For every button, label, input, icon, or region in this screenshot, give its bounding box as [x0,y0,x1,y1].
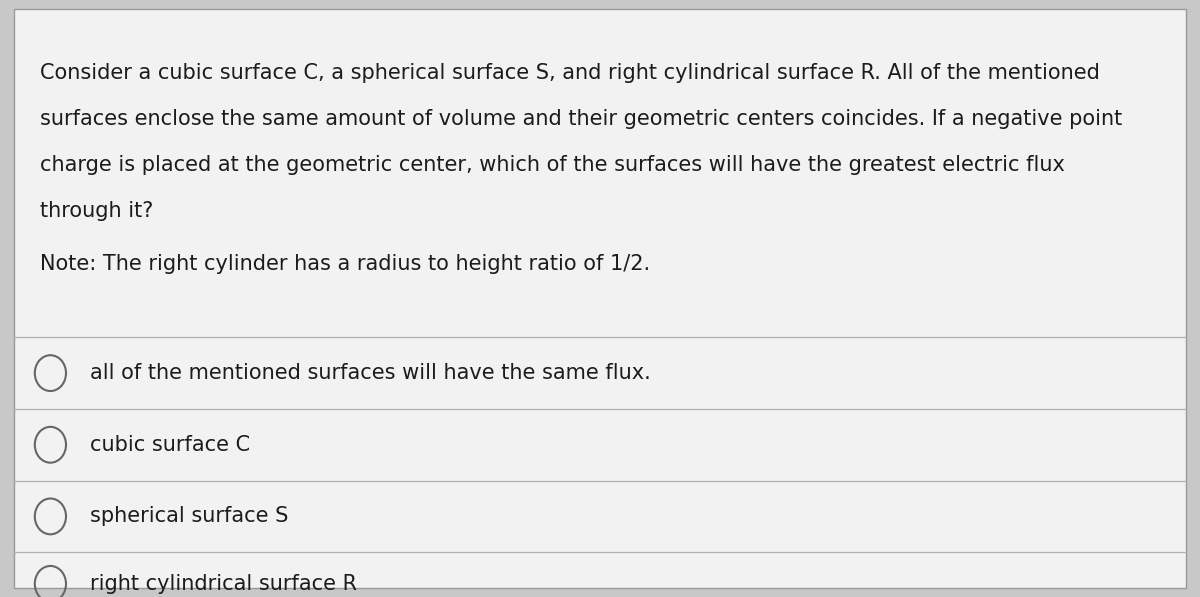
Text: Consider a cubic surface C, a spherical surface S, and right cylindrical surface: Consider a cubic surface C, a spherical … [40,63,1099,83]
FancyBboxPatch shape [14,9,1186,588]
Text: Note: The right cylinder has a radius to height ratio of 1/2.: Note: The right cylinder has a radius to… [40,254,649,274]
Text: all of the mentioned surfaces will have the same flux.: all of the mentioned surfaces will have … [90,363,650,383]
Text: surfaces enclose the same amount of volume and their geometric centers coincides: surfaces enclose the same amount of volu… [40,109,1122,129]
Text: right cylindrical surface R: right cylindrical surface R [90,574,358,594]
Text: through it?: through it? [40,201,152,221]
Text: cubic surface C: cubic surface C [90,435,250,455]
Text: charge is placed at the geometric center, which of the surfaces will have the gr: charge is placed at the geometric center… [40,155,1064,175]
Text: spherical surface S: spherical surface S [90,506,288,527]
